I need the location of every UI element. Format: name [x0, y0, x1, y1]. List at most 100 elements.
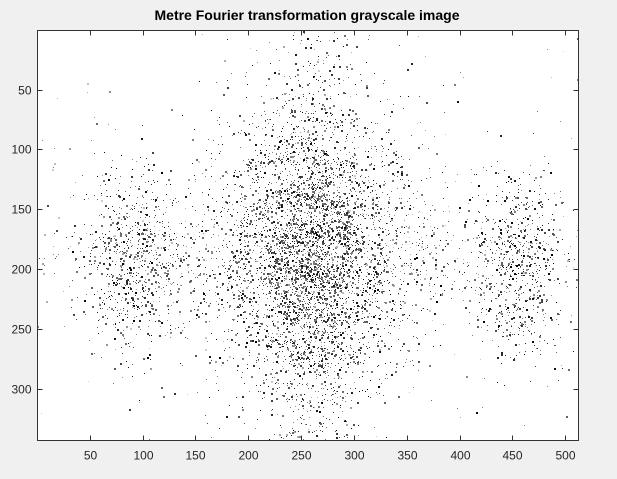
speckle-pixel	[391, 191, 392, 192]
speckle-pixel	[347, 351, 348, 352]
speckle-pixel	[367, 389, 368, 390]
speckle-pixel	[282, 144, 283, 145]
speckle-pixel	[326, 209, 327, 210]
speckle-pixel	[321, 230, 323, 232]
speckle-pixel	[279, 242, 281, 244]
speckle-pixel	[280, 336, 281, 337]
speckle-pixel	[292, 234, 293, 235]
speckle-pixel	[324, 381, 326, 383]
speckle-pixel	[355, 204, 356, 205]
speckle-pixel	[258, 360, 259, 361]
speckle-pixel	[348, 226, 349, 227]
speckle-pixel	[228, 331, 229, 332]
speckle-pixel	[349, 200, 350, 201]
speckle-pixel	[233, 298, 234, 299]
speckle-pixel	[116, 242, 117, 243]
speckle-pixel	[267, 349, 268, 350]
speckle-pixel	[249, 350, 250, 351]
speckle-pixel	[297, 224, 298, 225]
speckle-pixel	[342, 265, 343, 266]
speckle-pixel	[313, 261, 315, 263]
speckle-pixel	[231, 265, 232, 266]
speckle-pixel	[243, 218, 244, 219]
speckle-pixel	[310, 246, 311, 247]
speckle-pixel	[274, 174, 276, 176]
speckle-pixel	[276, 361, 278, 363]
speckle-pixel	[305, 278, 306, 279]
speckle-pixel	[340, 332, 341, 333]
speckle-pixel	[256, 313, 257, 314]
speckle-pixel	[222, 285, 223, 286]
speckle-pixel	[342, 222, 344, 224]
speckle-pixel	[335, 382, 336, 383]
speckle-pixel	[365, 391, 366, 392]
speckle-pixel	[308, 318, 309, 319]
speckle-pixel	[332, 423, 333, 424]
speckle-pixel	[301, 218, 302, 219]
speckle-pixel	[305, 355, 306, 356]
speckle-pixel	[394, 304, 395, 305]
speckle-pixel	[289, 94, 290, 95]
speckle-pixel	[425, 334, 426, 335]
speckle-pixel	[338, 243, 339, 244]
speckle-pixel	[311, 269, 312, 270]
speckle-pixel	[304, 352, 305, 353]
speckle-pixel	[343, 80, 344, 81]
speckle-pixel	[315, 221, 316, 222]
speckle-pixel	[311, 203, 312, 204]
speckle-pixel	[307, 383, 308, 384]
speckle-pixel	[390, 333, 391, 334]
speckle-pixel	[393, 104, 394, 105]
speckle-pixel	[284, 233, 285, 234]
speckle-pixel	[339, 206, 341, 208]
speckle-pixel	[375, 271, 377, 273]
speckle-pixel	[363, 216, 364, 217]
speckle-pixel	[270, 261, 271, 262]
speckle-pixel	[295, 202, 296, 203]
speckle-pixel	[184, 327, 185, 328]
speckle-pixel	[354, 324, 355, 325]
speckle-pixel	[273, 283, 274, 284]
speckle-pixel	[346, 421, 347, 422]
speckle-pixel	[370, 192, 371, 193]
speckle-pixel	[364, 264, 365, 265]
speckle-pixel	[316, 287, 317, 288]
speckle-pixel	[435, 293, 436, 294]
speckle-pixel	[367, 371, 368, 372]
speckle-pixel	[336, 292, 337, 293]
speckle-pixel	[375, 123, 376, 124]
speckle-pixel	[311, 205, 312, 206]
speckle-pixel	[426, 178, 427, 179]
speckle-pixel	[291, 340, 292, 341]
speckle-pixel	[288, 237, 289, 238]
speckle-pixel	[395, 276, 396, 277]
speckle-pixel	[351, 254, 352, 255]
speckle-pixel	[314, 296, 315, 297]
speckle-pixel	[310, 405, 312, 407]
speckle-pixel	[254, 236, 256, 238]
speckle-pixel	[316, 273, 317, 274]
speckle-pixel	[301, 418, 302, 419]
speckle-pixel	[388, 149, 389, 150]
speckle-pixel	[283, 290, 285, 292]
speckle-pixel	[292, 235, 293, 236]
speckle-pixel	[320, 287, 321, 288]
speckle-pixel	[53, 246, 54, 247]
speckle-pixel	[400, 321, 401, 322]
speckle-pixel	[308, 260, 309, 261]
speckle-pixel	[306, 358, 307, 359]
speckle-pixel	[370, 397, 371, 398]
speckle-pixel	[477, 326, 479, 328]
speckle-pixel	[275, 161, 276, 162]
speckle-pixel	[197, 309, 199, 311]
speckle-pixel	[287, 244, 288, 245]
speckle-pixel	[287, 198, 289, 200]
speckle-pixel	[266, 277, 267, 278]
speckle-pixel	[367, 272, 368, 273]
speckle-pixel	[307, 116, 309, 118]
speckle-pixel	[297, 319, 298, 320]
speckle-pixel	[208, 139, 209, 140]
speckle-pixel	[386, 263, 387, 264]
speckle-pixel	[297, 367, 298, 368]
